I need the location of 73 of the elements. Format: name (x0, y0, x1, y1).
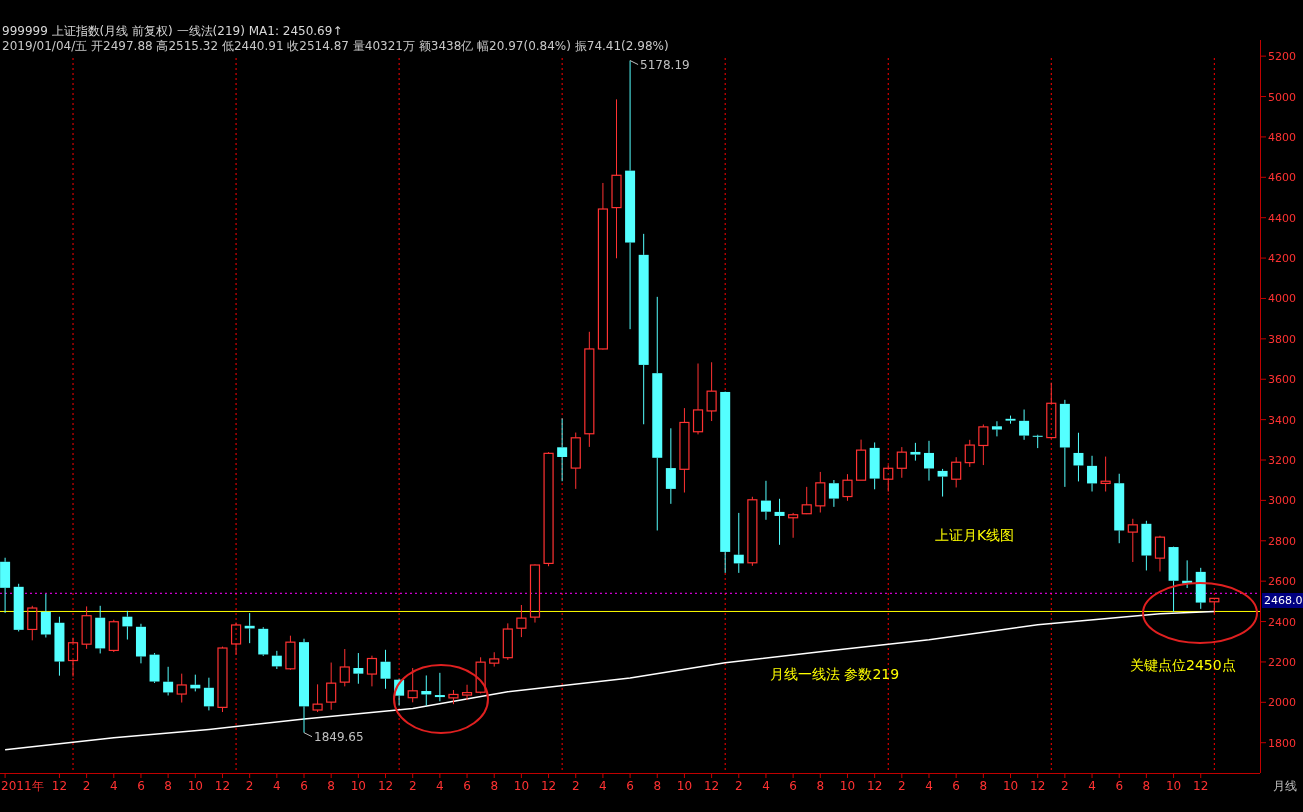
x-tick-label: 6 (137, 779, 145, 793)
y-tick-label: 4800 (1268, 130, 1296, 144)
text: 月线 (1273, 779, 1297, 793)
annotation: 关键点位2450点 (1130, 657, 1236, 673)
x-tick-label: 10 (187, 779, 203, 793)
y-tick-label: 4400 (1268, 211, 1296, 225)
x-tick-label: 6 (626, 779, 634, 793)
x-tick-label: 6 (1115, 779, 1124, 793)
y-tick-label: 4000 (1268, 292, 1296, 306)
x-tick-label: 10 (513, 779, 530, 793)
y-tick-label: 2400 (1268, 615, 1296, 629)
x-tick-label: 8 (490, 779, 499, 793)
x-tick-label: 8 (1142, 779, 1151, 793)
x-tick-label: 2 (571, 779, 580, 793)
y-tick-label: 3000 (1268, 494, 1296, 508)
x-tick-label: 2 (898, 779, 906, 793)
x-tick-label: 12 (1030, 779, 1046, 793)
y-tick-label: 5000 (1268, 90, 1296, 104)
x-tick-label: 2 (1061, 779, 1069, 793)
x-tick-label: 10 (1165, 779, 1182, 793)
x-tick-label: 8 (653, 779, 662, 793)
y-tick-label: 5200 (1268, 50, 1296, 64)
x-tick-label: 4 (762, 779, 770, 793)
x-tick-label: 12 (51, 779, 68, 793)
x-tick-label: 4 (925, 779, 933, 793)
chart-title: 999999 上证指数(月线 前复权) 一线法(219) MA1: 2450.69↑ (2, 24, 343, 38)
x-tick-label: 4 (109, 779, 118, 793)
y-tick-label: 4600 (1268, 171, 1296, 185)
x-tick-label: 10 (839, 779, 856, 793)
y-tick-label: 4200 (1268, 252, 1296, 266)
text: 2468.0 (1264, 594, 1303, 607)
annotation: 1849.65 (314, 729, 364, 744)
x-tick-label: 8 (816, 779, 825, 793)
x-tick-label: 8 (327, 779, 335, 793)
x-tick-label: 6 (300, 779, 308, 793)
x-tick-label: 10 (350, 779, 366, 793)
x-tick-label: 2 (245, 779, 254, 793)
x-tick-label: 2011年 (1, 779, 44, 793)
annotation: 5178.19 (640, 57, 690, 72)
x-tick-label: 12 (540, 779, 557, 793)
x-tick-label: 4 (273, 779, 281, 793)
x-tick-label: 8 (979, 779, 988, 793)
y-tick-label: 3800 (1268, 332, 1296, 346)
y-tick-label: 3200 (1268, 454, 1296, 468)
x-tick-label: 4 (436, 779, 444, 793)
x-tick-label: 10 (676, 779, 693, 793)
x-tick-label: 4 (599, 779, 607, 793)
chart-subtitle: 2019/01/04/五 开2497.88 高2515.32 低2440.91 收2514.87 量40321万 额3438亿 幅20.97(0.84%) 振74.41(2.98%) (2, 39, 669, 53)
annotation: 月线一线法 参数219 (770, 666, 900, 682)
x-tick-label: 6 (789, 779, 797, 793)
x-tick-label: 12 (377, 779, 394, 793)
x-tick-label: 12 (703, 779, 720, 793)
x-tick-label: 2 (82, 779, 91, 793)
x-tick-label: 12 (1193, 779, 1209, 793)
x-tick-label: 6 (952, 779, 960, 793)
x-tick-label: 2 (408, 779, 417, 793)
annotation: 5178.19 (629, 57, 690, 72)
y-tick-label: 3600 (1268, 373, 1296, 387)
x-tick-label: 4 (1088, 779, 1096, 793)
x-tick-label: 10 (1002, 779, 1019, 793)
y-tick-label: 3400 (1268, 413, 1296, 427)
y-tick-label: 2800 (1268, 534, 1296, 548)
x-tick-label: 2 (734, 779, 743, 793)
y-tick-label: 1800 (1268, 736, 1296, 750)
annotation: 1849.65 (303, 729, 364, 744)
y-tick-label: 2600 (1268, 575, 1296, 589)
x-tick-label: 12 (867, 779, 883, 793)
x-tick-label: 12 (214, 779, 231, 793)
y-tick-label: 2200 (1268, 655, 1296, 669)
y-tick-label: 2000 (1268, 696, 1296, 710)
annotation: 上证月K线图 (935, 527, 1015, 543)
x-tick-label: 6 (463, 779, 471, 793)
x-tick-label: 8 (164, 779, 172, 793)
